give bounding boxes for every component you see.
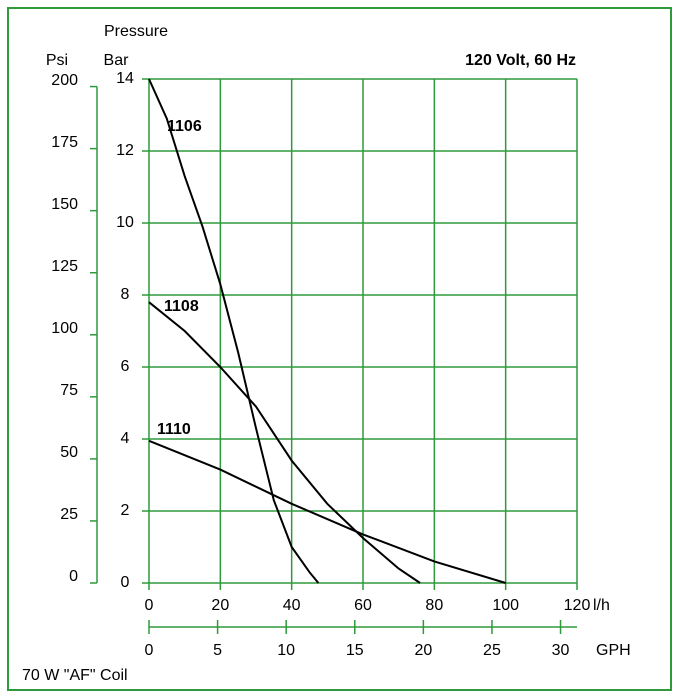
x-tick-label: 120 — [564, 597, 591, 614]
x-tick-label: 20 — [211, 597, 229, 614]
y-tick-label: 14 — [116, 70, 134, 87]
y2-tick-label: 200 — [51, 72, 78, 89]
curve — [148, 301, 421, 584]
y-tick-label: 2 — [121, 502, 130, 519]
x2-tick-label: 25 — [483, 642, 501, 659]
y2-tick-label: 0 — [69, 568, 78, 585]
x-tick-label: 100 — [492, 597, 519, 614]
curve — [148, 439, 506, 584]
y2-tick-label: 175 — [51, 134, 78, 151]
y-tick-label: 0 — [121, 574, 130, 591]
frame — [7, 7, 672, 691]
y2-tick-label: 150 — [51, 196, 78, 213]
y2-tick-label: 50 — [60, 444, 78, 461]
y2-tick-label: 75 — [60, 382, 78, 399]
x2-tick-label: 10 — [277, 642, 295, 659]
note: 70 W "AF" Coil — [22, 667, 128, 684]
x-tick-label: 0 — [145, 597, 154, 614]
bar-label: Bar — [104, 52, 130, 69]
x-axis-label: l/h — [593, 597, 610, 614]
y-tick-label: 12 — [116, 142, 134, 159]
x2-tick-label: 5 — [213, 642, 222, 659]
x2-tick-label: 20 — [414, 642, 432, 659]
y-tick-label: 4 — [121, 430, 130, 447]
curve — [148, 78, 320, 584]
x2-tick-label: 0 — [145, 642, 154, 659]
x2-tick-label: 15 — [346, 642, 364, 659]
curve-label: 1110 — [157, 421, 191, 438]
x-tick-label: 40 — [283, 597, 301, 614]
curve-label: 1106 — [167, 118, 202, 135]
x-tick-label: 60 — [354, 597, 372, 614]
x-tick-label: 80 — [425, 597, 443, 614]
curve-label: 1108 — [164, 298, 199, 315]
y2-tick-label: 100 — [51, 320, 78, 337]
y-tick-label: 6 — [121, 358, 130, 375]
chart-title: 120 Volt, 60 Hz — [465, 52, 576, 69]
pressure-label: Pressure — [104, 23, 168, 40]
y-tick-label: 8 — [121, 286, 130, 303]
x2-axis-label: GPH — [596, 642, 631, 659]
y2-tick-label: 125 — [51, 258, 78, 275]
psi-label: Psi — [46, 52, 68, 69]
y2-tick-label: 25 — [60, 506, 78, 523]
x2-tick-label: 30 — [552, 642, 570, 659]
y-tick-label: 10 — [116, 214, 134, 231]
